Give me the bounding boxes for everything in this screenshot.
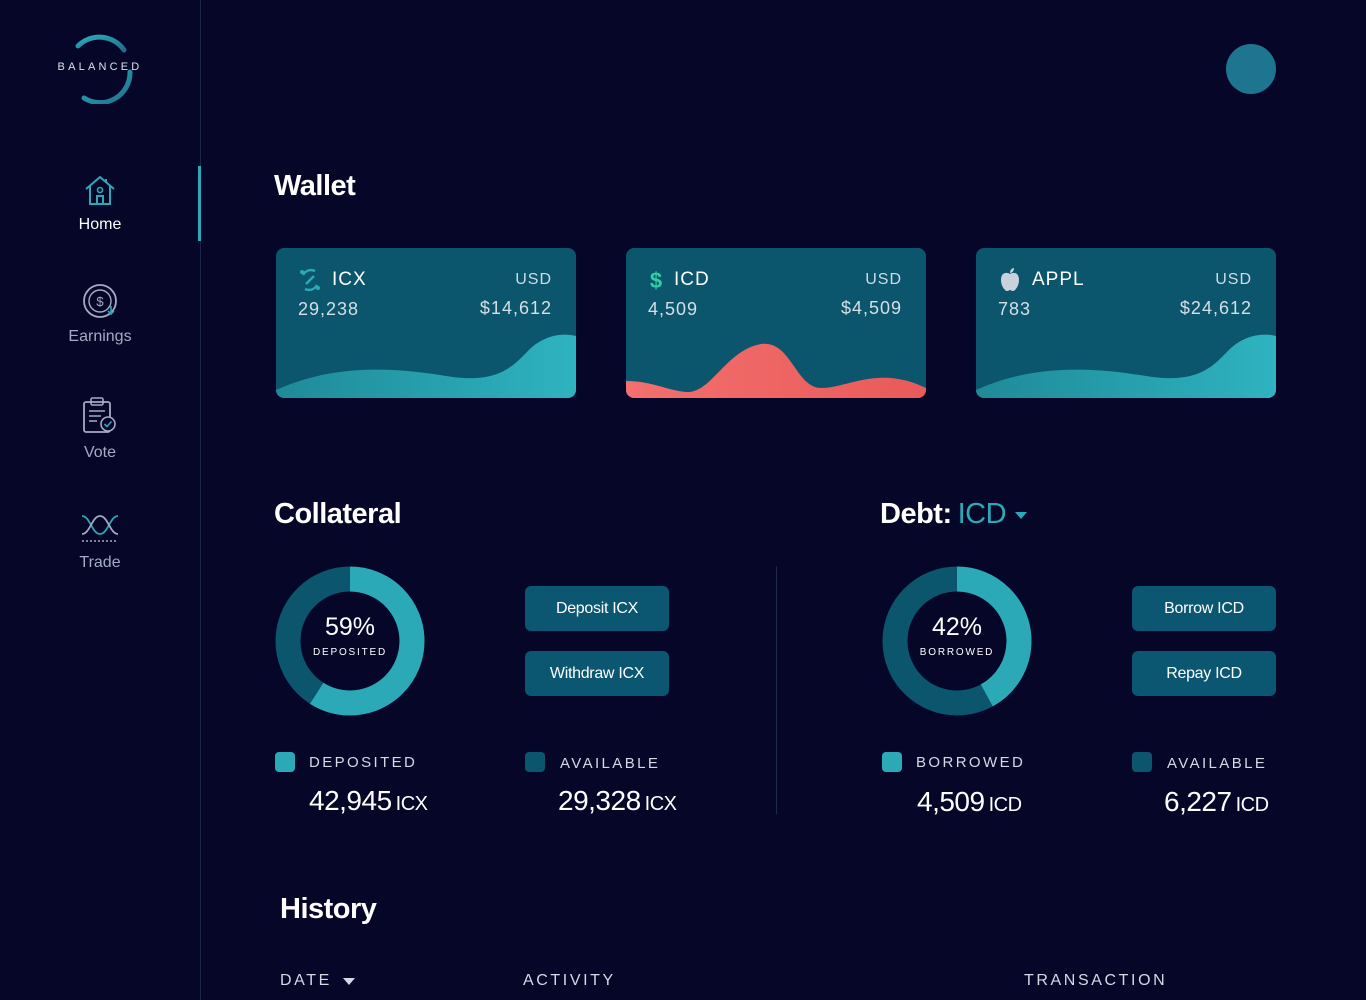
icx-wave-graphic xyxy=(276,334,576,398)
available-collateral-label: AVAILABLE xyxy=(560,755,661,772)
brand-logo[interactable]: BALANCED xyxy=(48,28,152,108)
card-symbol-name: ICD xyxy=(674,269,710,290)
card-usd-value: $4,509 xyxy=(840,298,902,318)
debt-title: Debt: ICD xyxy=(880,498,1028,531)
trade-wave-icon xyxy=(81,515,119,542)
nav-label-home: Home xyxy=(78,216,122,233)
svg-text:$: $ xyxy=(650,268,662,292)
column-header-activity: ACTIVITY xyxy=(523,972,616,989)
borrowed-label: BORROWED xyxy=(916,754,1026,771)
borrowed-value: 4,509 ICD xyxy=(917,786,1022,818)
card-currency: USD xyxy=(865,271,902,288)
appl-wave-graphic xyxy=(976,334,1276,398)
dollar-icon: $ xyxy=(650,268,662,292)
logo-ring-icon xyxy=(75,34,133,104)
wallet-card-icx[interactable]: ICX USD 29,238 $14,612 xyxy=(276,248,576,398)
borrowed-swatch xyxy=(882,752,902,772)
icx-icon xyxy=(300,268,320,292)
wallet-title: Wallet xyxy=(274,170,356,202)
debt-donut-chart xyxy=(882,566,1032,716)
withdraw-icx-button[interactable]: Withdraw ICX xyxy=(525,651,669,696)
available-debt-unit: ICD xyxy=(1235,794,1269,816)
available-debt-swatch xyxy=(1132,752,1152,772)
home-icon xyxy=(85,176,115,205)
nav-item-earnings[interactable]: $ Earnings xyxy=(0,282,200,346)
borrowed-unit: ICD xyxy=(988,794,1022,816)
debt-percent: 42% xyxy=(931,613,983,641)
nav-label-earnings: Earnings xyxy=(68,328,132,345)
icd-wave-graphic xyxy=(626,343,926,398)
column-header-date-label: DATE xyxy=(280,972,332,989)
section-divider xyxy=(776,566,777,814)
available-collateral-value: 29,328 ICX xyxy=(558,785,677,817)
sort-down-icon xyxy=(342,977,355,985)
nav-item-home[interactable]: Home xyxy=(0,172,200,234)
debt-title-label: Debt: xyxy=(880,498,952,530)
active-nav-indicator xyxy=(198,166,201,241)
sidebar: BALANCED Home $ Earnings Vote xyxy=(0,0,201,1000)
available-collateral-unit: ICX xyxy=(644,793,677,815)
column-header-transaction: TRANSACTION xyxy=(1024,972,1168,989)
card-symbol: ICX xyxy=(298,268,367,292)
available-collateral-amount: 29,328 xyxy=(558,785,641,816)
card-amount: 4,509 xyxy=(648,299,699,319)
deposited-unit: ICX xyxy=(395,793,428,815)
available-debt-value: 6,227 ICD xyxy=(1164,786,1269,818)
clipboard-check-icon xyxy=(83,397,116,433)
collateral-title: Collateral xyxy=(274,498,402,530)
collateral-donut-arc xyxy=(275,566,425,716)
card-usd-value: $24,612 xyxy=(1179,298,1252,318)
history-title: History xyxy=(280,893,377,925)
collateral-donut-chart xyxy=(275,566,425,716)
card-amount: 29,238 xyxy=(298,299,360,319)
nav-label-vote: Vote xyxy=(83,444,117,461)
deposited-swatch xyxy=(275,752,295,772)
nav-label-trade: Trade xyxy=(79,554,121,571)
debt-asset-selector[interactable]: ICD xyxy=(957,498,1007,530)
deposited-label: DEPOSITED xyxy=(309,754,418,771)
card-currency: USD xyxy=(515,271,552,288)
borrow-icd-button[interactable]: Borrow ICD xyxy=(1132,586,1276,631)
debt-donut: 42% BORROWED xyxy=(881,565,1033,717)
card-currency: USD xyxy=(1215,271,1252,288)
available-debt-label: AVAILABLE xyxy=(1167,755,1268,772)
card-symbol: APPL xyxy=(998,268,1085,292)
collateral-donut: 59% DEPOSITED xyxy=(274,565,426,717)
card-usd-value: $14,612 xyxy=(479,298,552,318)
deposited-value: 42,945 ICX xyxy=(309,785,428,817)
card-symbol-name: ICX xyxy=(332,269,367,290)
nav-item-trade[interactable]: Trade xyxy=(0,510,200,572)
deposit-icx-button[interactable]: Deposit ICX xyxy=(525,586,669,631)
column-header-date[interactable]: DATE xyxy=(280,972,355,990)
available-debt-amount: 6,227 xyxy=(1164,786,1232,817)
dollar-coin-icon: $ xyxy=(83,284,117,318)
wallet-card-icd[interactable]: $ ICD USD 4,509 $4,509 xyxy=(626,248,926,398)
card-symbol: $ ICD xyxy=(648,268,710,292)
avatar[interactable] xyxy=(1226,44,1276,94)
apple-icon xyxy=(1001,268,1019,291)
debt-donut-arc xyxy=(882,566,1032,716)
chevron-down-icon[interactable] xyxy=(1014,510,1028,520)
wallet-card-appl[interactable]: APPL USD 783 $24,612 xyxy=(976,248,1276,398)
nav-item-vote[interactable]: Vote xyxy=(0,396,200,462)
repay-icd-button[interactable]: Repay ICD xyxy=(1132,651,1276,696)
card-symbol-name: APPL xyxy=(1032,269,1085,290)
collateral-percent: 59% xyxy=(324,613,376,641)
deposited-amount: 42,945 xyxy=(309,785,392,816)
collateral-donut-label: DEPOSITED xyxy=(313,647,387,658)
debt-donut-label: BORROWED xyxy=(919,647,995,658)
brand-name: BALANCED xyxy=(57,61,143,73)
available-collateral-swatch xyxy=(525,752,545,772)
card-amount: 783 xyxy=(998,299,1032,319)
svg-text:$: $ xyxy=(96,294,104,309)
borrowed-amount: 4,509 xyxy=(917,786,985,817)
